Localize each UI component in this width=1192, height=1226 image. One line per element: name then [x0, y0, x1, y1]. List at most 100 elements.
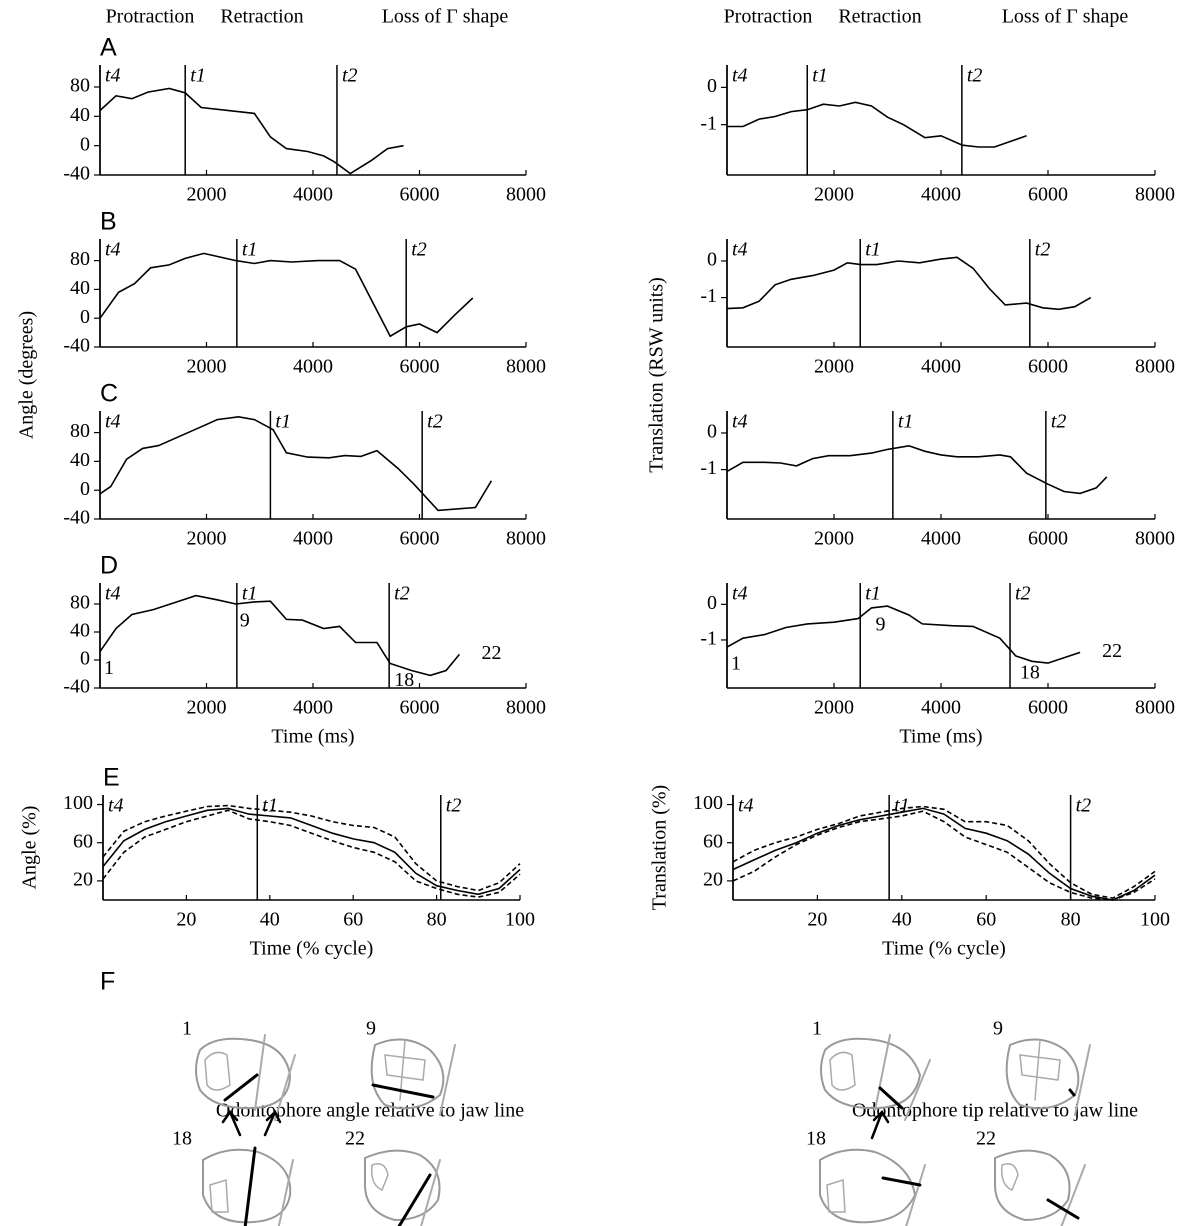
x-tick-label: 6000: [400, 184, 440, 206]
x-tick-label: 20: [807, 909, 827, 931]
frame-label: 9: [366, 1018, 376, 1040]
x-tick-label: 8000: [506, 697, 546, 719]
data-line: [102, 804, 521, 892]
y-tick-label: 80: [70, 248, 90, 270]
point-label: 1: [104, 657, 114, 679]
data-line: [99, 252, 474, 338]
y-tick-label: 40: [70, 277, 90, 299]
event-label: t2: [446, 795, 462, 817]
event-label: t2: [1015, 583, 1031, 605]
x-tick-label: 8000: [506, 184, 546, 206]
point-label: 9: [240, 610, 250, 632]
y-tick-label: 40: [70, 104, 90, 126]
sketch: [202, 1146, 294, 1226]
x-tick-label: 8000: [1135, 697, 1175, 719]
x-tick-label: 6000: [400, 356, 440, 378]
y-axis-label: Translation (%): [649, 785, 671, 910]
sketch: [370, 1038, 456, 1116]
x-tick-label: 2000: [187, 697, 227, 719]
x-tick-label: 8000: [506, 356, 546, 378]
data-line: [102, 807, 521, 896]
frame-label: 22: [976, 1128, 996, 1150]
y-tick-label: 0: [707, 421, 717, 443]
x-tick-label: 100: [505, 909, 535, 931]
x-axis-label: Time (ms): [271, 726, 354, 748]
sketch: [820, 1034, 931, 1140]
x-tick-label: 6000: [400, 528, 440, 550]
x-axis-label: Time (ms): [899, 726, 982, 748]
y-tick-label: 80: [70, 420, 90, 442]
event-label: t4: [738, 795, 754, 817]
x-tick-label: 80: [1061, 909, 1081, 931]
sketch: [1005, 1038, 1091, 1116]
event-label: t1: [865, 239, 881, 261]
x-tick-label: 6000: [1028, 528, 1068, 550]
event-label: t2: [1035, 239, 1051, 261]
point-label: 18: [394, 669, 414, 691]
event-label: t2: [427, 411, 443, 433]
event-label: t4: [732, 65, 748, 87]
frame-label: 1: [812, 1018, 822, 1040]
event-label: t4: [105, 239, 121, 261]
y-tick-label: -40: [63, 507, 90, 529]
data-line: [726, 605, 1081, 664]
x-tick-label: 40: [892, 909, 912, 931]
event-label: t2: [394, 583, 410, 605]
point-label: 1: [731, 653, 741, 675]
x-tick-label: 8000: [1135, 184, 1175, 206]
sketch: [364, 1149, 441, 1226]
x-axis-label: Time (% cycle): [250, 938, 374, 960]
y-tick-label: 60: [703, 830, 723, 852]
x-tick-label: 8000: [1135, 528, 1175, 550]
frame-label: 9: [993, 1018, 1003, 1040]
x-tick-label: 8000: [506, 528, 546, 550]
x-tick-label: 4000: [921, 528, 961, 550]
x-tick-label: 6000: [1028, 356, 1068, 378]
y-tick-label: 100: [693, 792, 723, 814]
event-label: t1: [865, 583, 881, 605]
point-label: 18: [1020, 662, 1040, 684]
x-axis-label: Time (% cycle): [882, 938, 1006, 960]
event-label: t4: [732, 239, 748, 261]
frame-label: 1: [182, 1018, 192, 1040]
y-tick-label: 0: [707, 249, 717, 271]
event-label: t4: [105, 411, 121, 433]
phase-label: Retraction: [838, 6, 921, 28]
y-tick-label: 20: [703, 869, 723, 891]
event-label: t4: [732, 411, 748, 433]
data-line: [732, 805, 1156, 899]
y-axis-label: Angle (%): [19, 806, 41, 890]
event-label: t4: [732, 583, 748, 605]
event-label: t1: [190, 65, 206, 87]
x-tick-label: 4000: [293, 356, 333, 378]
data-line: [726, 256, 1092, 311]
data-line: [727, 101, 1027, 148]
x-tick-label: 60: [343, 909, 363, 931]
x-tick-label: 2000: [814, 697, 854, 719]
event-label: t1: [898, 411, 914, 433]
data-line: [99, 87, 404, 175]
caption: Odontophore angle relative to jaw line: [216, 1100, 524, 1122]
phase-label: Protraction: [724, 6, 813, 28]
frame-label: 18: [806, 1128, 826, 1150]
x-tick-label: 2000: [187, 184, 227, 206]
y-tick-label: 0: [80, 478, 90, 500]
x-tick-label: 60: [976, 909, 996, 931]
sketch: [195, 1034, 296, 1137]
event-label: t2: [1051, 411, 1067, 433]
event-label: t2: [967, 65, 983, 87]
y-tick-label: -1: [700, 112, 717, 134]
x-tick-label: 4000: [921, 697, 961, 719]
y-tick-label: 80: [70, 75, 90, 97]
y-tick-label: -40: [63, 335, 90, 357]
event-label: t1: [242, 239, 258, 261]
x-tick-label: 40: [260, 909, 280, 931]
x-tick-label: 4000: [293, 528, 333, 550]
sketches: [195, 1034, 1091, 1226]
point-label: 9: [875, 614, 885, 636]
x-tick-label: 20: [176, 909, 196, 931]
x-tick-label: 2000: [187, 356, 227, 378]
x-tick-label: 6000: [1028, 184, 1068, 206]
x-tick-label: 2000: [814, 184, 854, 206]
